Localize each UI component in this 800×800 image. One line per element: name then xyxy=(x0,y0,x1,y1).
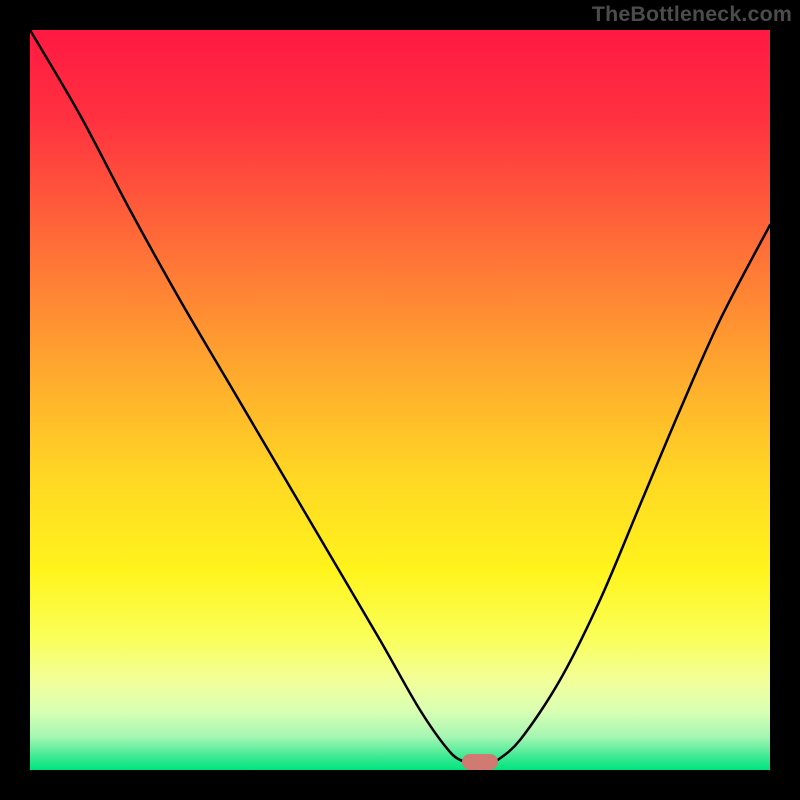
frame-border xyxy=(0,0,800,30)
frame-border xyxy=(770,0,800,800)
chart-svg xyxy=(0,0,800,800)
frame-border xyxy=(0,770,800,800)
optimal-marker xyxy=(462,754,498,770)
plot-background xyxy=(30,30,770,770)
frame-border xyxy=(0,0,30,800)
bottleneck-chart: TheBottleneck.com xyxy=(0,0,800,800)
